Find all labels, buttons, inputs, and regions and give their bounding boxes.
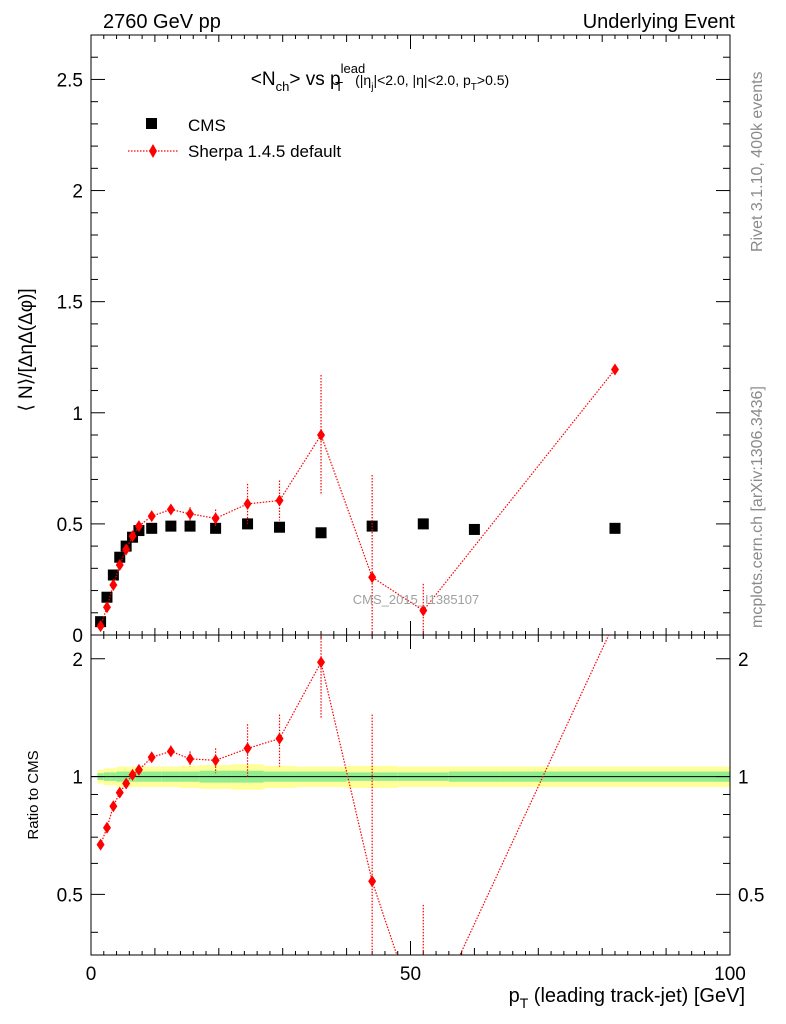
main-frame xyxy=(90,34,731,636)
legend-cms-label: CMS xyxy=(188,116,226,135)
ratio-sherpa-point xyxy=(275,732,284,745)
main-y-tick-label: 2 xyxy=(72,182,83,203)
cms-data-point xyxy=(417,518,429,530)
main-y-tick-label: 0.5 xyxy=(57,515,83,536)
cms-data-point xyxy=(107,569,119,581)
sherpa-data-point xyxy=(186,507,195,520)
ratio-sherpa-point xyxy=(109,800,118,813)
cms-data-point xyxy=(274,521,286,533)
cms-data-point xyxy=(165,520,177,532)
ratio-y-tick-label-right: 0.5 xyxy=(738,885,764,906)
main-y-tick-label: 1 xyxy=(72,404,83,425)
sherpa-data-point xyxy=(147,510,156,523)
ratio-sherpa-point xyxy=(96,838,105,851)
ratio-sherpa-point xyxy=(166,745,175,758)
sherpa-data-point xyxy=(610,363,619,376)
ratio-sherpa-point xyxy=(128,768,137,781)
ratio-sherpa-point xyxy=(186,752,195,765)
ratio-y-tick-label-right: 1 xyxy=(738,768,749,789)
sherpa-data-point xyxy=(102,601,111,614)
legend-sherpa-label: Sherpa 1.4.5 default xyxy=(188,142,341,161)
cms-data-point xyxy=(210,522,222,534)
mcplots-label: mcplots.cern.ch [arXiv:1306.3436] xyxy=(749,386,766,628)
cms-data-point xyxy=(609,522,621,534)
ratio-sherpa-point xyxy=(317,656,326,669)
header-left-label: 2760 GeV pp xyxy=(103,11,221,33)
sherpa-data-point xyxy=(115,559,124,571)
x-tick-label: 100 xyxy=(714,964,746,985)
ratio-sherpa-point xyxy=(211,754,220,767)
main-series-group xyxy=(95,363,621,635)
sherpa-data-point xyxy=(368,571,377,584)
sherpa-data-point xyxy=(166,503,175,516)
plot-title: <Nch> vs plead T (|ηj|<2.0, |η|<2.0, pT>0.… xyxy=(251,61,509,94)
legend: CMS Sherpa 1.4.5 default xyxy=(128,116,341,161)
legend-cms-marker xyxy=(146,118,157,129)
ratio-y-tick-label: 0.5 xyxy=(57,885,83,906)
analysis-watermark: CMS_2015_I1385107 xyxy=(353,592,480,607)
cms-data-point xyxy=(315,527,327,539)
x-axis-label: pT (leading track-jet) [GeV] xyxy=(509,985,745,1011)
x-tick-label: 50 xyxy=(400,964,421,985)
ratio-frame xyxy=(90,634,731,956)
ratio-sherpa-point xyxy=(115,786,124,799)
ratio-panel: 0 50 100 0.5 0.5 1 1 2 2 xyxy=(57,634,764,985)
ratio-y-tick-label-right: 2 xyxy=(738,650,749,671)
ratio-y-tick-label: 2 xyxy=(72,650,83,671)
ratio-series-group xyxy=(96,635,610,955)
main-y-tick-label: 2.5 xyxy=(57,70,83,91)
cms-data-point xyxy=(468,523,480,535)
ratio-y-tick-label: 1 xyxy=(72,768,83,789)
ratio-sherpa-point xyxy=(134,763,143,776)
sherpa-data-point xyxy=(134,520,143,533)
sherpa-data-point xyxy=(419,604,428,617)
sherpa-data-point xyxy=(128,530,137,543)
main-panel: 0 0.5 1 1.5 2 2.5 xyxy=(57,34,731,647)
ratio-sherpa-point xyxy=(102,821,111,834)
ratio-sherpa-point xyxy=(122,777,131,790)
header-right-label: Underlying Event xyxy=(583,11,736,33)
ratio-sherpa-point xyxy=(368,875,377,888)
ratio-sherpa-line xyxy=(100,635,610,955)
cms-data-point xyxy=(146,522,158,534)
ratio-sherpa-point xyxy=(147,751,156,764)
sherpa-data-point xyxy=(211,512,220,525)
sherpa-line xyxy=(100,369,616,627)
rivet-version-label: Rivet 3.1.10, 400k events xyxy=(749,71,766,252)
x-tick-label: 0 xyxy=(86,964,97,985)
sherpa-data-point xyxy=(109,579,118,591)
cms-data-point xyxy=(114,551,126,563)
main-y-tick-label: 1.5 xyxy=(57,293,83,314)
sherpa-data-point xyxy=(243,497,252,510)
sherpa-data-point xyxy=(317,429,326,441)
sherpa-data-point xyxy=(96,620,105,633)
main-y-axis-label: ⟨ N⟩/[ΔηΔ(Δφ)] xyxy=(16,288,37,411)
ratio-sherpa-point xyxy=(243,742,252,755)
ratio-y-axis-label: Ratio to CMS xyxy=(25,750,42,839)
cms-data-point xyxy=(101,591,113,603)
sherpa-data-point xyxy=(122,543,131,556)
legend-sherpa-marker xyxy=(149,144,157,158)
sherpa-data-point xyxy=(275,494,284,507)
cms-data-point xyxy=(184,520,196,532)
main-y-tick-label: 0 xyxy=(72,626,83,647)
